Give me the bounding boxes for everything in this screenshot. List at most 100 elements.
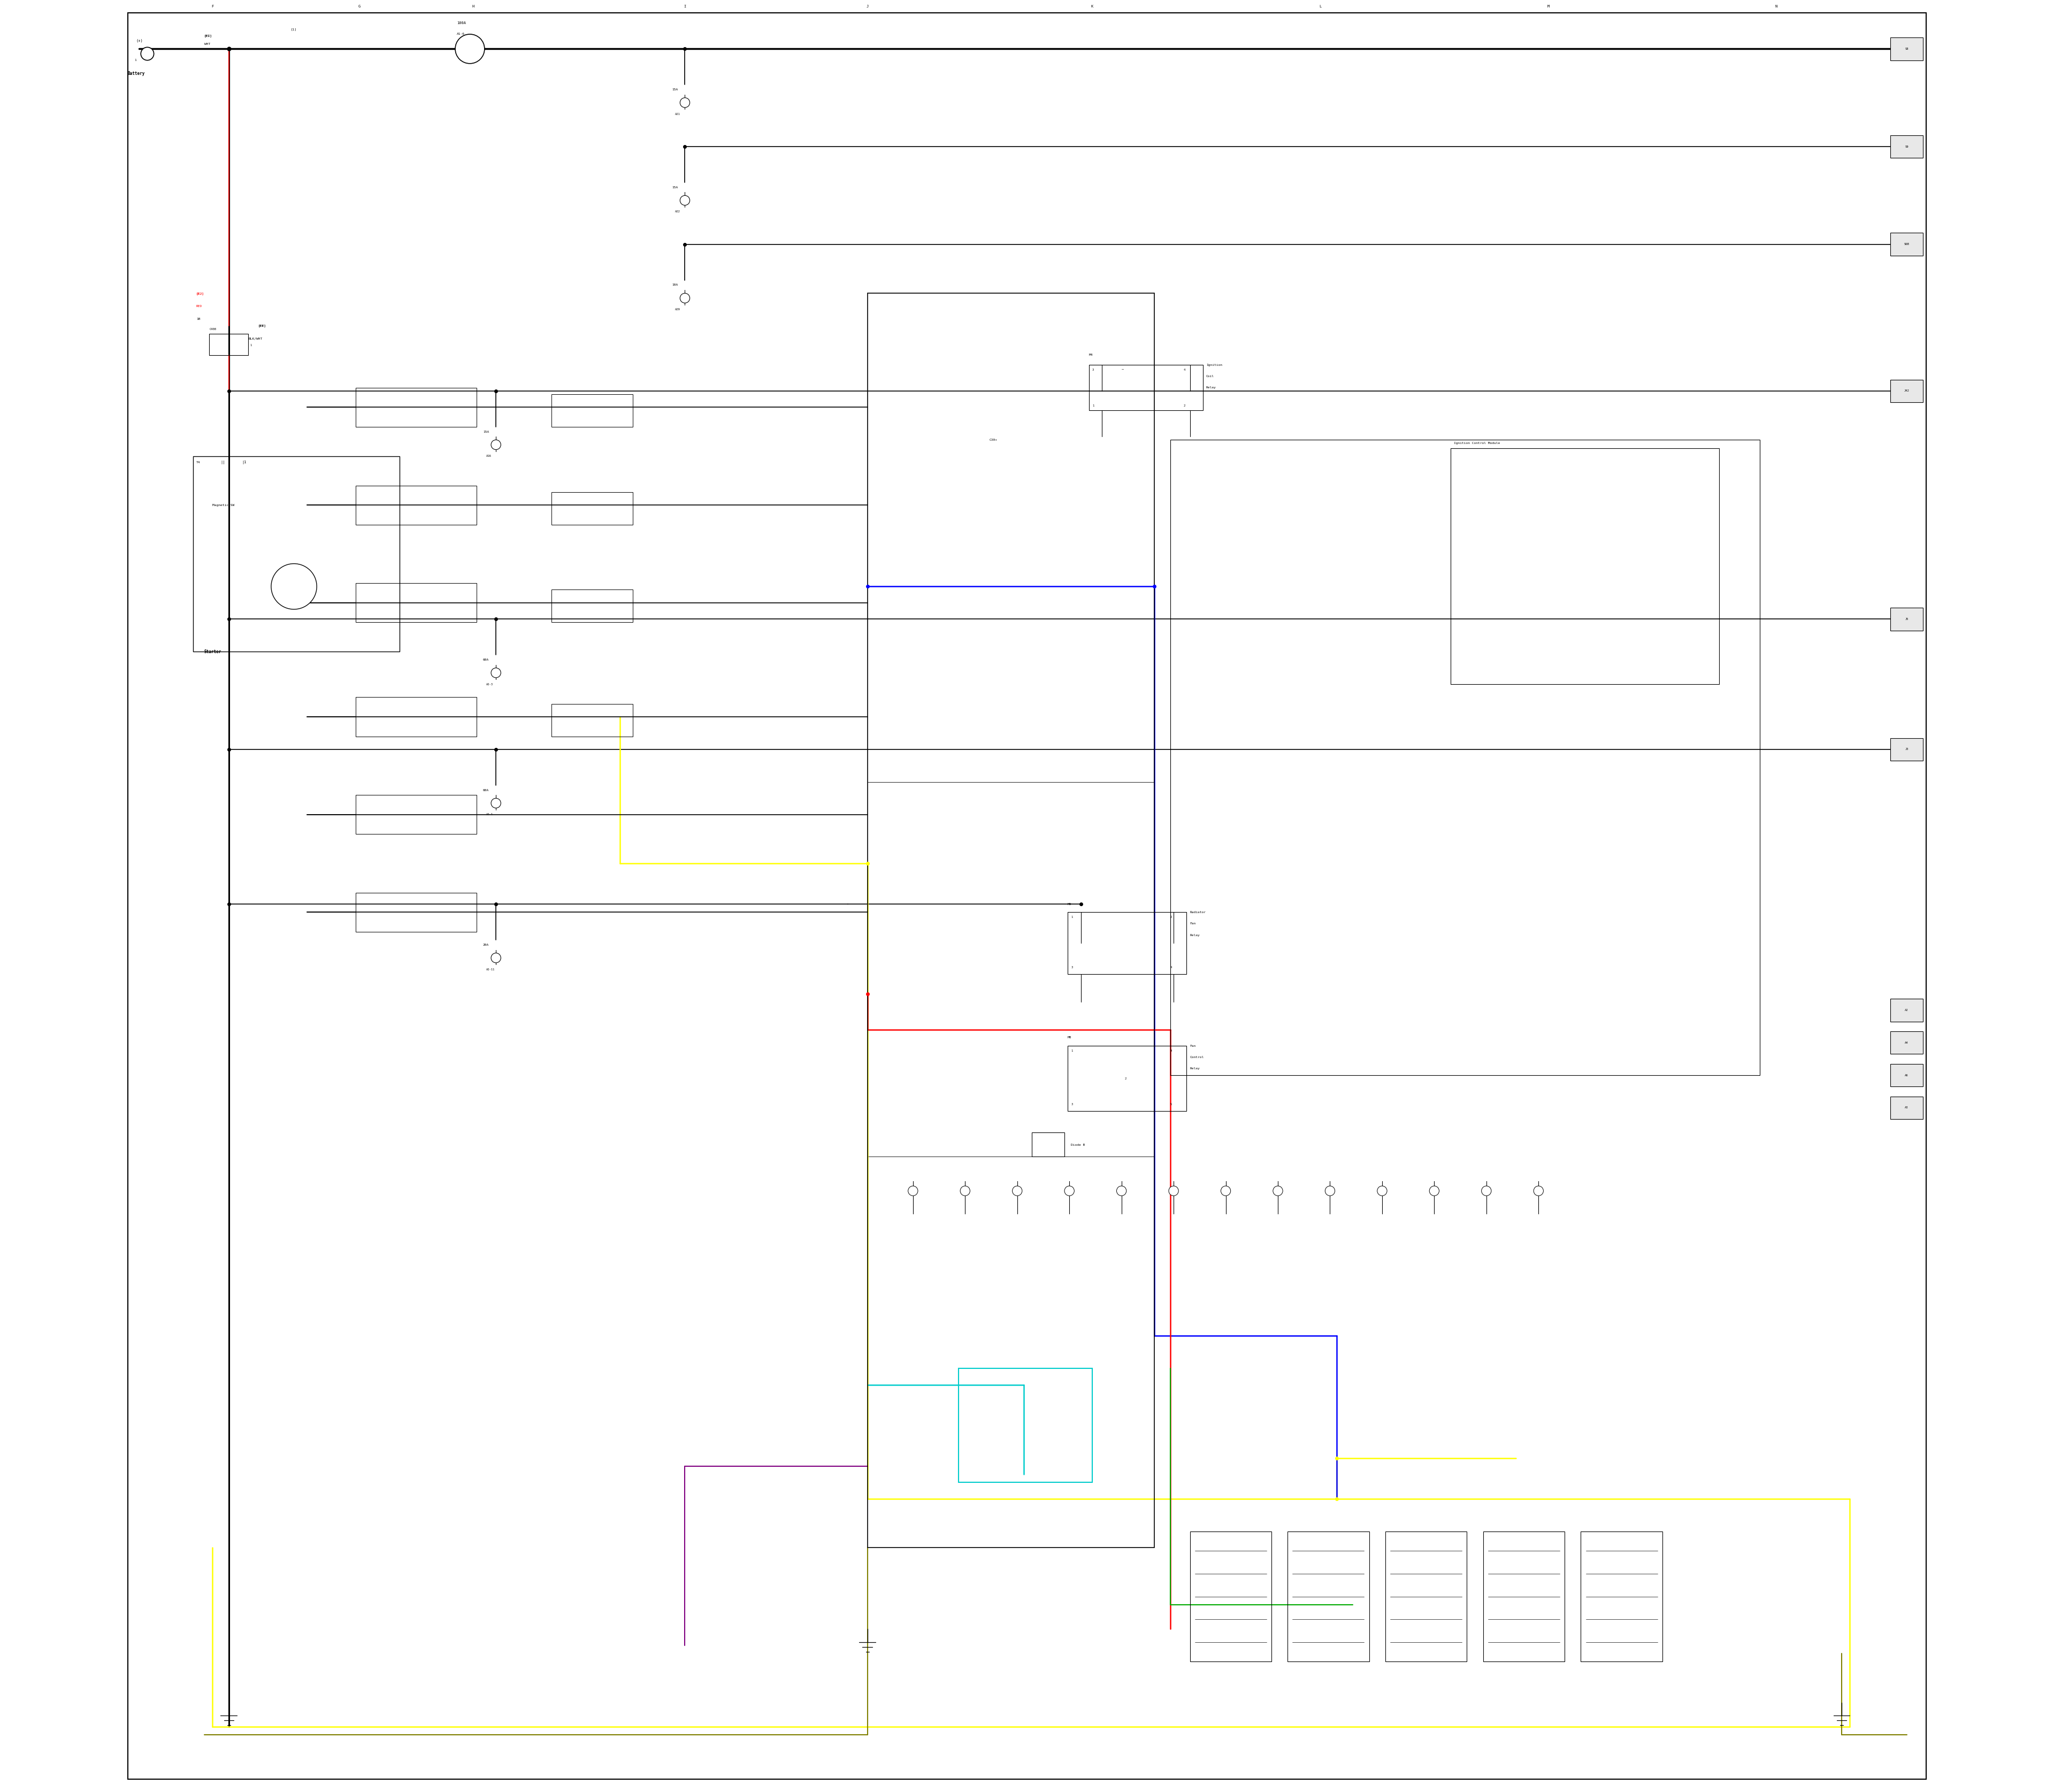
Text: A2-3: A2-3 <box>487 683 493 686</box>
Text: M: M <box>1547 5 1549 9</box>
Text: A16: A16 <box>487 455 491 457</box>
Circle shape <box>1220 1186 1230 1195</box>
Text: RED: RED <box>197 305 201 308</box>
Text: A4: A4 <box>1904 1041 1908 1045</box>
Text: 10A: 10A <box>672 283 678 287</box>
Text: L: L <box>1319 5 1321 9</box>
Text: ~: ~ <box>1121 367 1124 371</box>
Text: Battery: Battery <box>127 72 146 75</box>
Text: [EE]: [EE] <box>259 324 267 328</box>
Circle shape <box>491 797 501 808</box>
Bar <box>355 387 477 426</box>
Bar <box>1890 134 1923 158</box>
Circle shape <box>680 195 690 206</box>
Circle shape <box>491 953 501 962</box>
Bar <box>1171 439 1760 1075</box>
Text: T4: T4 <box>197 461 199 464</box>
Text: 60A: 60A <box>483 788 489 792</box>
Bar <box>193 457 401 652</box>
Bar <box>550 394 633 426</box>
Bar <box>1068 912 1187 975</box>
Bar <box>1089 366 1204 410</box>
Text: Fan: Fan <box>1189 1045 1195 1047</box>
Circle shape <box>1064 1186 1074 1195</box>
Circle shape <box>456 34 485 63</box>
Text: H: H <box>472 5 474 9</box>
Bar <box>1890 38 1923 61</box>
Text: Relay: Relay <box>1206 387 1216 389</box>
Text: A2-11: A2-11 <box>487 968 495 971</box>
Text: |1: |1 <box>242 461 246 464</box>
Text: M8: M8 <box>1068 1036 1072 1039</box>
Text: G: G <box>357 5 359 9</box>
Bar <box>355 697 477 737</box>
Text: [1]: [1] <box>292 29 296 30</box>
Bar <box>1068 1047 1187 1111</box>
Text: K: K <box>1091 5 1093 9</box>
Text: M9: M9 <box>1068 903 1072 905</box>
Text: 1B: 1B <box>197 317 199 321</box>
Circle shape <box>1481 1186 1491 1195</box>
Text: Control: Control <box>1189 1055 1204 1059</box>
Circle shape <box>959 1186 969 1195</box>
Circle shape <box>680 99 690 108</box>
Bar <box>1890 233 1923 256</box>
Text: Radiator: Radiator <box>1189 910 1206 914</box>
Text: A21: A21 <box>676 113 680 115</box>
Bar <box>1384 1532 1467 1661</box>
Bar <box>355 796 477 833</box>
Bar <box>1890 607 1923 631</box>
Bar <box>1890 1097 1923 1120</box>
Text: 60A: 60A <box>483 658 489 661</box>
Circle shape <box>491 439 501 450</box>
Text: A22: A22 <box>676 210 680 213</box>
Circle shape <box>680 294 690 303</box>
Circle shape <box>1013 1186 1023 1195</box>
Text: Coil: Coil <box>1206 375 1214 378</box>
Text: [EJ]: [EJ] <box>197 292 203 294</box>
Text: J5: J5 <box>1904 618 1908 620</box>
Text: 15A: 15A <box>672 88 678 91</box>
Bar <box>1189 1532 1271 1661</box>
Text: ||: || <box>220 461 226 464</box>
Bar <box>1890 998 1923 1021</box>
Text: Magnetic SW: Magnetic SW <box>212 504 234 507</box>
Text: Diode B: Diode B <box>1070 1143 1085 1147</box>
Text: Starter: Starter <box>203 649 222 654</box>
Text: 100A: 100A <box>456 22 466 25</box>
Circle shape <box>1117 1186 1126 1195</box>
Text: S8: S8 <box>1904 48 1908 50</box>
Text: 20A: 20A <box>483 944 489 946</box>
Bar <box>1450 448 1719 685</box>
Circle shape <box>1534 1186 1543 1195</box>
Circle shape <box>271 564 316 609</box>
Bar <box>867 294 1154 1548</box>
Text: 15A: 15A <box>672 186 678 188</box>
Bar <box>1890 1030 1923 1054</box>
Bar <box>355 582 477 622</box>
Text: A1-6: A1-6 <box>456 32 464 36</box>
Text: A2-1: A2-1 <box>487 814 493 815</box>
Text: A3: A3 <box>1904 1106 1908 1109</box>
Text: BLK/WHT: BLK/WHT <box>249 337 263 340</box>
Circle shape <box>1378 1186 1386 1195</box>
Bar <box>1288 1532 1370 1661</box>
Text: S6B: S6B <box>1904 244 1910 246</box>
Bar <box>550 590 633 622</box>
Text: F: F <box>212 5 214 9</box>
Circle shape <box>491 668 501 677</box>
Text: A6: A6 <box>1904 1073 1908 1077</box>
Text: I: I <box>684 5 686 9</box>
Bar <box>355 892 477 932</box>
Text: J3: J3 <box>1904 747 1908 751</box>
Circle shape <box>1325 1186 1335 1195</box>
Text: WHT: WHT <box>203 43 210 45</box>
Text: M: M <box>286 584 290 590</box>
Text: Relay: Relay <box>1189 934 1200 937</box>
Text: Fan: Fan <box>1189 923 1195 925</box>
Text: Ignition Control Module: Ignition Control Module <box>1454 443 1499 444</box>
Text: M4: M4 <box>1089 353 1093 357</box>
Text: (+): (+) <box>136 39 144 43</box>
Text: C30+: C30+ <box>990 439 998 441</box>
Circle shape <box>1169 1186 1179 1195</box>
